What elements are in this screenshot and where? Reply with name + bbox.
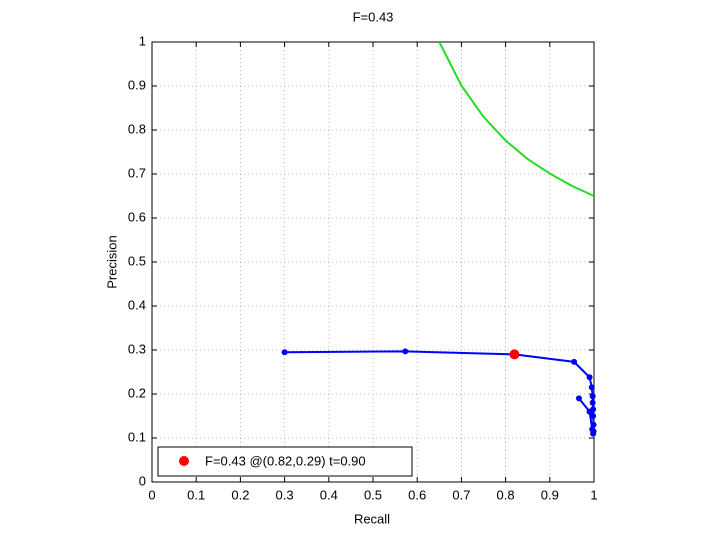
- pr-curve-point: [590, 413, 597, 419]
- x-tick-label: 0.2: [231, 487, 249, 502]
- x-tick-label: 0.5: [364, 487, 382, 502]
- pr-curve-point: [589, 393, 596, 400]
- y-tick-label: 0.2: [128, 385, 146, 400]
- x-tick-label: 0.8: [497, 487, 515, 502]
- pr-curve-point: [589, 399, 596, 406]
- x-tick-label: 1: [590, 487, 597, 502]
- y-tick-label: 0.3: [128, 341, 146, 356]
- y-axis-label: Precision: [104, 235, 119, 288]
- legend-marker: [179, 456, 189, 466]
- legend-label: F=0.43 @(0.82,0.29) t=0.90: [205, 453, 366, 468]
- legend-box: [157, 446, 413, 477]
- x-tick-label: 0.1: [187, 487, 205, 502]
- x-axis-label: Recall: [354, 511, 390, 526]
- pr-curve-point: [281, 349, 288, 356]
- y-tick-label: 0.1: [128, 429, 146, 444]
- x-tick-label: 0.7: [452, 487, 470, 502]
- y-tick-label: 1: [139, 33, 146, 48]
- chart-title: F=0.43: [353, 9, 394, 24]
- x-tick-label: 0.3: [276, 487, 294, 502]
- pr-curve-point: [402, 348, 409, 355]
- x-tick-label: 0.9: [541, 487, 559, 502]
- plot-frame: [151, 41, 595, 483]
- pr-curve-point: [588, 384, 595, 391]
- pr-curve-point: [575, 395, 582, 402]
- y-tick-label: 0.7: [128, 165, 146, 180]
- pr-curve-point: [589, 426, 596, 433]
- y-tick-label: 0.8: [128, 121, 146, 136]
- pr-curve-point: [586, 408, 593, 415]
- y-tick-label: 0.4: [128, 297, 146, 312]
- x-tick-label: 0.6: [408, 487, 426, 502]
- y-tick-label: 0: [139, 473, 146, 488]
- x-tick-label: 0.4: [320, 487, 338, 502]
- pr-curve-point: [586, 374, 593, 381]
- iso-f-curve: [438, 42, 594, 197]
- pr-curve-point: [571, 358, 578, 365]
- y-tick-label: 0.6: [128, 209, 146, 224]
- y-tick-label: 0.9: [128, 77, 146, 92]
- y-tick-label: 0.5: [128, 253, 146, 268]
- best-point: [509, 349, 520, 360]
- x-tick-label: 0: [148, 487, 155, 502]
